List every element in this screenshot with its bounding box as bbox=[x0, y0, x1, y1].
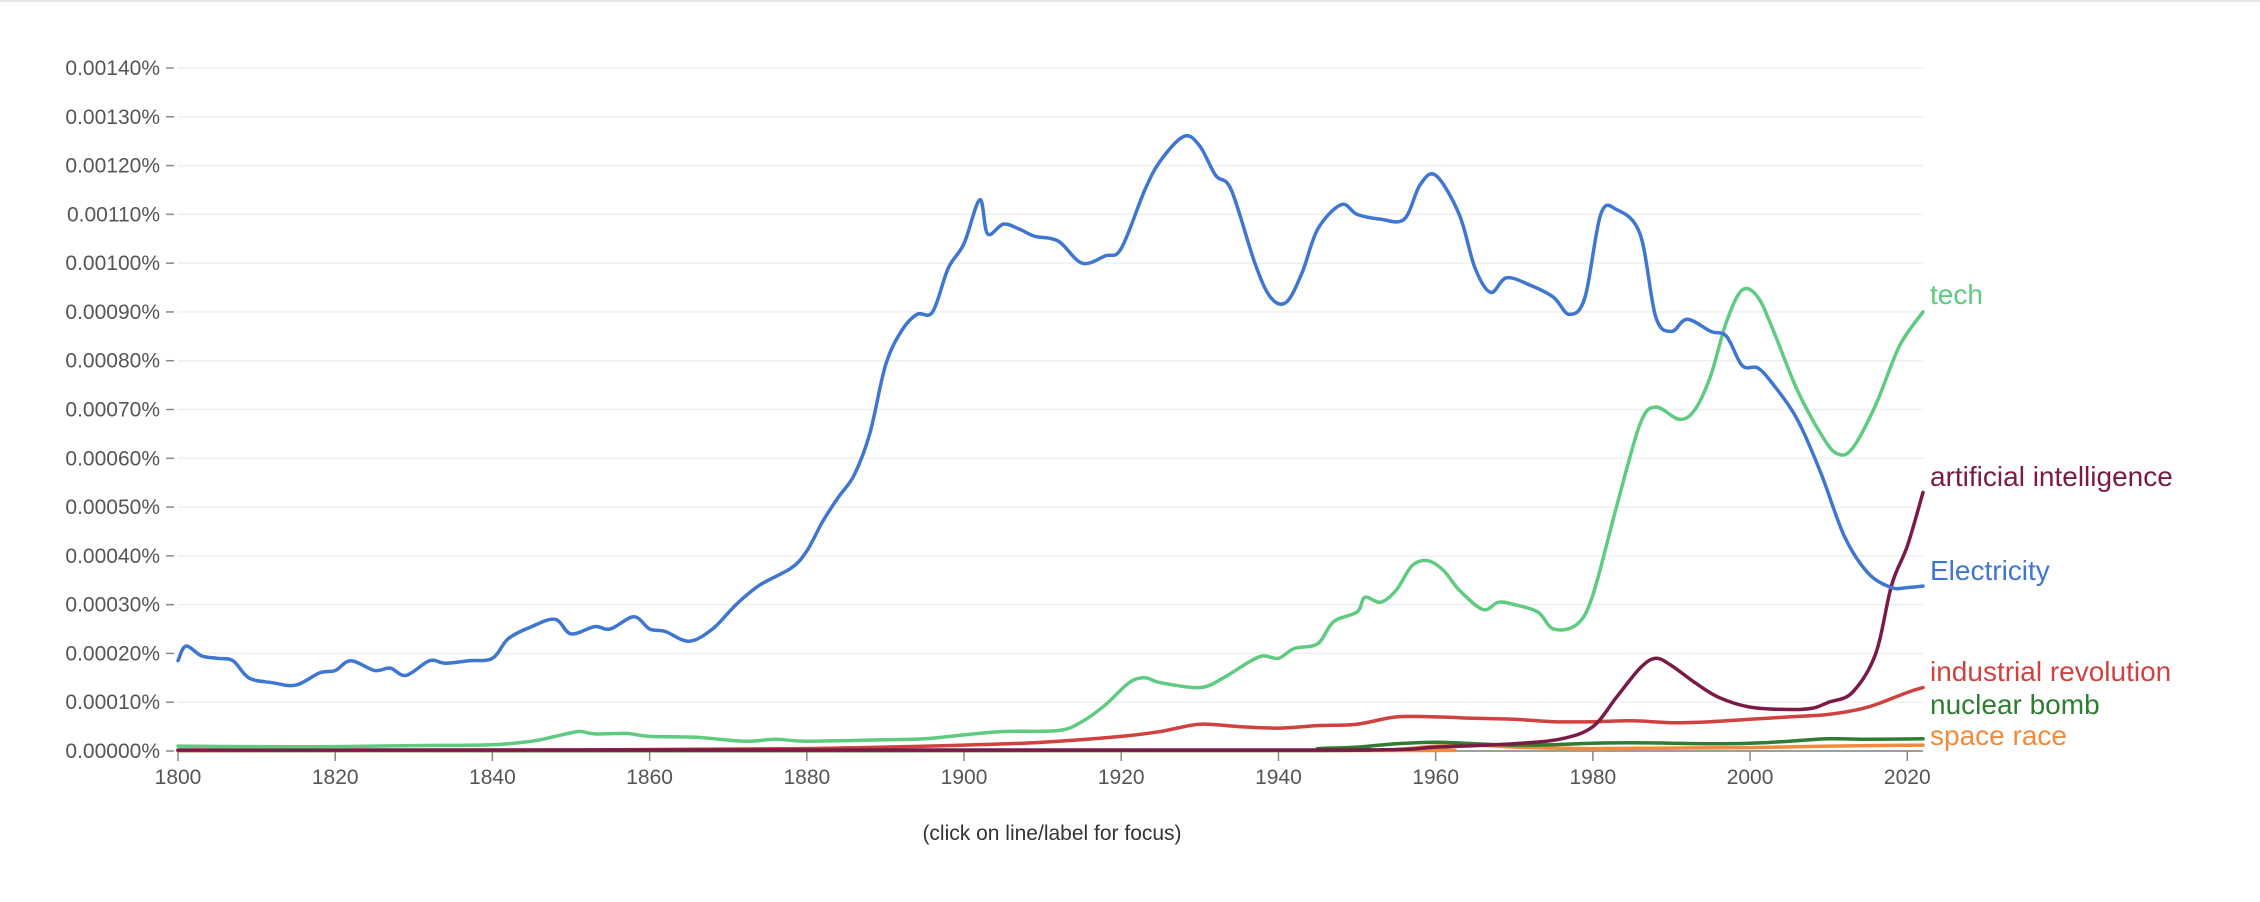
series-lines bbox=[176, 134, 1925, 753]
x-tick-label: 1860 bbox=[626, 766, 673, 789]
series-label-industrial-revolution[interactable]: industrial revolution bbox=[1930, 656, 2171, 687]
focus-hint: (click on line/label for focus) bbox=[922, 822, 1181, 845]
series-label-tech[interactable]: tech bbox=[1930, 279, 1983, 310]
series-labels: tech artificial intelligence Electricity in… bbox=[1930, 279, 2173, 751]
x-tick-label: 2020 bbox=[1884, 766, 1931, 789]
x-tick-label: 1940 bbox=[1255, 766, 1302, 789]
y-tick-label: 0.00020% bbox=[65, 642, 160, 665]
x-tick-label: 2000 bbox=[1727, 766, 1774, 789]
y-tick-label: 0.00070% bbox=[65, 399, 160, 422]
series-line-tech[interactable] bbox=[176, 286, 1925, 749]
gridlines bbox=[178, 67, 1923, 703]
y-tick-label: 0.00110% bbox=[67, 203, 160, 226]
x-tick-label: 1800 bbox=[155, 766, 202, 789]
series-label-nuclear-bomb[interactable]: nuclear bomb bbox=[1930, 689, 2100, 720]
top-divider bbox=[0, 0, 2260, 2]
x-axis-ticks: 1800 1820 1840 1860 1880 1900 1920 1940 1960 1980… bbox=[155, 751, 1931, 789]
series-line-artificial-intelligence[interactable] bbox=[176, 490, 1925, 752]
y-tick-label: 0.00130% bbox=[65, 106, 160, 129]
y-tick-label: 0.00060% bbox=[65, 447, 160, 470]
y-tick-label: 0.00100% bbox=[65, 252, 160, 275]
y-tick-label: 0.00090% bbox=[65, 301, 160, 324]
y-tick-label: 0.00040% bbox=[65, 545, 160, 568]
x-tick-label: 1960 bbox=[1412, 766, 1459, 789]
x-tick-label: 1900 bbox=[941, 766, 988, 789]
series-line-industrial-revolution[interactable] bbox=[176, 685, 1925, 753]
y-tick-label: 0.00000% bbox=[65, 740, 160, 763]
x-tick-label: 1920 bbox=[1098, 766, 1145, 789]
x-tick-label: 1980 bbox=[1570, 766, 1617, 789]
series-label-space-race[interactable]: space race bbox=[1930, 720, 2067, 751]
series-line-electricity[interactable] bbox=[176, 134, 1925, 688]
y-tick-label: 0.00120% bbox=[65, 155, 160, 178]
y-tick-label: 0.00080% bbox=[65, 350, 160, 373]
series-label-electricity[interactable]: Electricity bbox=[1930, 555, 2050, 586]
series-label-artificial-intelligence[interactable]: artificial intelligence bbox=[1930, 461, 2173, 492]
x-tick-label: 1820 bbox=[312, 766, 359, 789]
y-tick-label: 0.00030% bbox=[65, 594, 160, 617]
x-tick-label: 1880 bbox=[783, 766, 830, 789]
y-tick-label: 0.00140% bbox=[65, 57, 160, 80]
y-tick-label: 0.00010% bbox=[65, 691, 160, 714]
y-tick-label: 0.00050% bbox=[65, 496, 160, 519]
x-tick-label: 1840 bbox=[469, 766, 516, 789]
y-axis-ticks: 0.00000% 0.00010% 0.00020% 0.00030% 0.00040%… bbox=[65, 57, 174, 763]
